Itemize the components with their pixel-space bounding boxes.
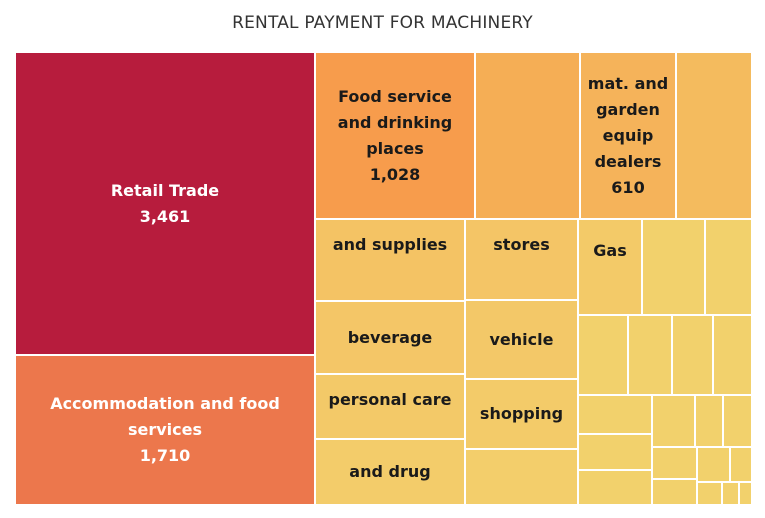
treemap-cell-minor-10[interactable]	[578, 434, 652, 470]
treemap-cell-label: Retail Trade 3,461	[110, 180, 220, 226]
treemap-cell-minor-7[interactable]	[652, 395, 695, 447]
treemap-cell-minor-17[interactable]	[722, 482, 739, 505]
treemap-cell-minor-2[interactable]	[578, 315, 628, 395]
treemap-cell-minor-3[interactable]	[628, 315, 672, 395]
treemap-cell-minor-9[interactable]	[723, 395, 752, 447]
treemap-cell-minor-4[interactable]	[672, 315, 713, 395]
treemap-cell-label: personal care	[328, 390, 452, 409]
treemap-cell-personal-care[interactable]: personal care	[315, 374, 465, 439]
treemap-cell-label: shopping	[479, 404, 564, 423]
treemap-cell-label: stores	[493, 235, 550, 254]
treemap-cell-label: Gas	[593, 241, 627, 260]
treemap-cell-label: vehicle	[489, 329, 554, 349]
treemap-cell-minor-13[interactable]	[697, 447, 730, 482]
treemap-cell-minor-11[interactable]	[578, 470, 652, 505]
treemap-cell-minor-5[interactable]	[713, 315, 752, 395]
treemap-cell-minor-1[interactable]	[705, 219, 752, 315]
chart-title: RENTAL PAYMENT FOR MACHINERY	[232, 13, 533, 33]
treemap-cell-vehicle[interactable]: vehicle	[465, 300, 578, 379]
treemap-cell-minor-16[interactable]	[697, 482, 722, 505]
treemap-cell-label: and drug	[349, 462, 431, 481]
treemap-cell-label: Accommodation and food services 1,710	[50, 394, 280, 465]
treemap-cell-food-service-and-drinking-places[interactable]: Food service and drinking places 1,028	[315, 52, 475, 219]
treemap-cell-and-supplies[interactable]: and supplies	[315, 219, 465, 301]
treemap-cell-shopping[interactable]: shopping	[465, 379, 578, 449]
treemap-cell-unlabeled-14[interactable]	[465, 449, 578, 505]
treemap-cell-unlabeled-3[interactable]	[475, 52, 580, 219]
treemap-cell-minor-18[interactable]	[739, 482, 752, 505]
treemap-cell-gas[interactable]: Gas	[578, 219, 642, 315]
treemap-cell-minor-12[interactable]	[652, 447, 697, 479]
treemap-cell-minor-0[interactable]	[642, 219, 705, 315]
treemap-cell-label: and supplies	[332, 235, 448, 254]
treemap-cell-minor-8[interactable]	[695, 395, 723, 447]
treemap-cell-beverage[interactable]: beverage	[315, 301, 465, 374]
treemap-cell-mat-and-garden-equip-dealers[interactable]: mat. and garden equip dealers 610	[580, 52, 676, 219]
treemap-cell-minor-14[interactable]	[730, 447, 752, 482]
treemap-cell-label: Food service and drinking places 1,028	[337, 86, 453, 184]
treemap-cell-accommodation-and-food-services[interactable]: Accommodation and food services 1,710	[15, 355, 315, 505]
treemap-cell-label: mat. and garden equip dealers 610	[587, 73, 669, 197]
treemap-cell-and-drug[interactable]: and drug	[315, 439, 465, 505]
treemap-cell-label: beverage	[347, 327, 433, 347]
treemap-cell-stores[interactable]: stores	[465, 219, 578, 300]
treemap-cell-unlabeled-5[interactable]	[676, 52, 752, 219]
treemap-cell-minor-15[interactable]	[652, 479, 697, 505]
treemap-cell-minor-6[interactable]	[578, 395, 652, 434]
treemap-cell-retail-trade[interactable]: Retail Trade 3,461	[15, 52, 315, 355]
